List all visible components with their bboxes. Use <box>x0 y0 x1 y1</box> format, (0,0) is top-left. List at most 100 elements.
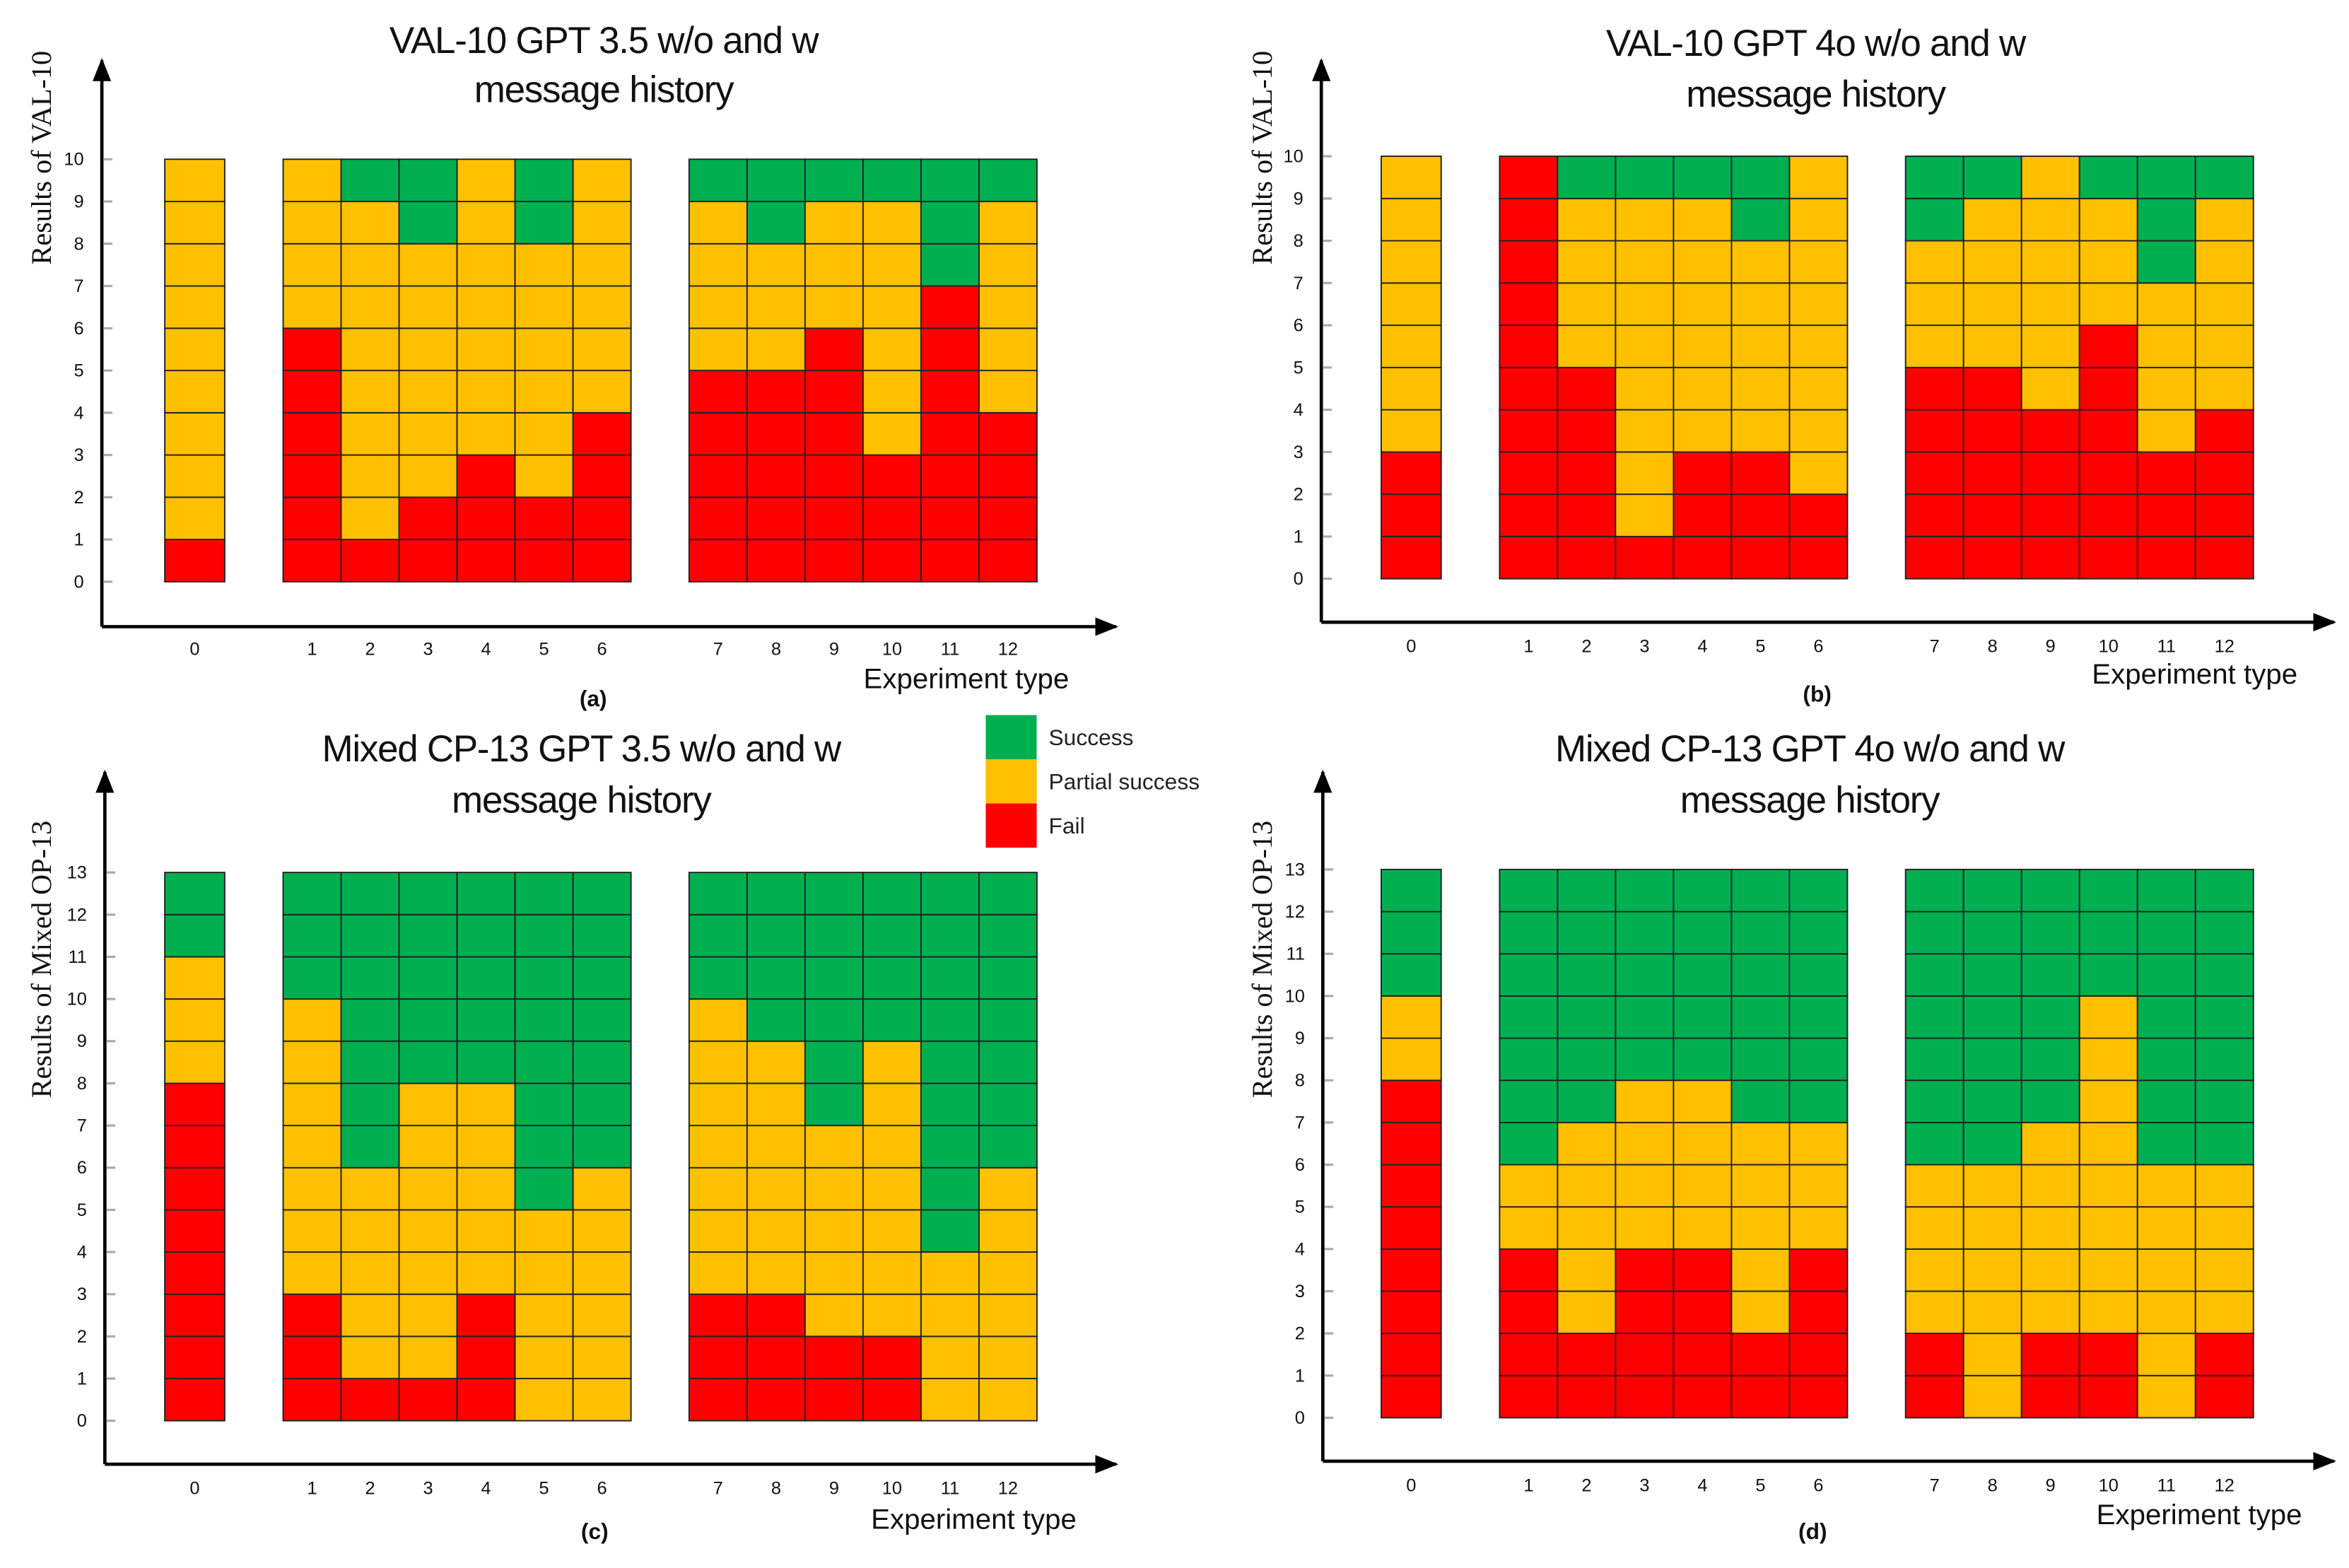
cell-fail-exp4 <box>456 454 516 498</box>
cell-success-exp1 <box>1499 953 1559 997</box>
cell-partial-success-exp3 <box>1615 409 1675 453</box>
cell-fail-exp2 <box>1557 1333 1617 1376</box>
y-tick-label: 0 <box>77 1411 87 1431</box>
cell-fail-exp12 <box>2194 493 2254 537</box>
y-tick-label: 1 <box>1295 1366 1305 1386</box>
cell-partial-success-exp7 <box>688 327 748 372</box>
x-tick-label: 6 <box>1813 1475 1823 1495</box>
cell-partial-success-exp3 <box>1615 366 1675 411</box>
cell-success-exp11 <box>2136 1037 2196 1082</box>
cell-success-exp2 <box>1557 995 1617 1039</box>
cell-fail-exp8 <box>746 539 806 583</box>
cell-partial-success-exp4 <box>1673 282 1733 327</box>
cell-fail-exp5 <box>514 496 574 541</box>
cell-partial-success-exp0 <box>164 285 225 329</box>
x-tick-label: 1 <box>1523 637 1533 657</box>
cell-partial-success-exp2 <box>340 327 400 372</box>
cell-partial-success-exp12 <box>978 1166 1038 1211</box>
cell-success-exp5 <box>1730 156 1791 199</box>
x-axis-label: Experiment type <box>871 1503 1077 1535</box>
cell-partial-success-exp10 <box>862 285 922 329</box>
cell-fail-exp11 <box>2136 535 2196 580</box>
cell-partial-success-exp6 <box>1788 282 1849 327</box>
cell-fail-exp0 <box>1381 451 1442 496</box>
cell-success-exp6 <box>1788 911 1849 955</box>
cell-partial-success-exp8 <box>746 1251 806 1295</box>
cell-success-exp9 <box>804 998 864 1042</box>
cell-partial-success-exp11 <box>2136 409 2196 453</box>
cell-partial-success-exp12 <box>978 1209 1038 1253</box>
cell-fail-exp10 <box>862 454 922 498</box>
cell-fail-exp6 <box>572 454 632 498</box>
x-tick-label: 5 <box>1755 1475 1765 1495</box>
cell-success-exp2 <box>340 158 400 202</box>
x-tick-label: 2 <box>1581 1475 1591 1495</box>
chart-panel-a: VAL-10 GPT 3.5 w/o and w message history R… <box>25 20 1119 711</box>
cell-success-exp5 <box>1730 868 1791 913</box>
cell-success-exp1 <box>282 913 342 958</box>
cell-success-exp4 <box>1673 953 1733 997</box>
y-tick-label: 4 <box>74 403 84 423</box>
cell-success-exp4 <box>1673 1037 1733 1082</box>
cell-fail-exp8 <box>746 370 806 414</box>
cell-fail-exp7 <box>1904 409 1964 453</box>
y-tick-label: 9 <box>1295 1029 1305 1048</box>
cell-fail-exp1 <box>1499 493 1559 537</box>
cell-fail-exp9 <box>804 411 864 456</box>
cell-success-exp11 <box>2136 868 2196 913</box>
cell-partial-success-exp11 <box>2136 324 2196 368</box>
x-tick-label: 8 <box>1988 1475 1998 1495</box>
cell-fail-exp3 <box>1615 535 1675 580</box>
y-tick-label: 10 <box>1285 986 1305 1006</box>
cell-fail-exp0 <box>164 539 225 583</box>
cell-fail-exp12 <box>978 411 1038 456</box>
y-tick-label: 0 <box>1295 1408 1305 1428</box>
x-tick-label: 7 <box>713 1479 723 1499</box>
cell-success-exp0 <box>164 913 225 958</box>
cell-partial-success-exp6 <box>572 1209 632 1253</box>
cell-partial-success-exp0 <box>1381 197 1442 242</box>
cell-success-exp12 <box>978 872 1038 915</box>
cell-fail-exp8 <box>746 1378 806 1422</box>
cell-success-exp5 <box>514 998 574 1042</box>
cell-success-exp8 <box>1962 911 2022 955</box>
cell-success-exp5 <box>514 1166 574 1211</box>
y-tick-label: 7 <box>77 1116 87 1136</box>
cell-success-exp8 <box>1962 868 2022 913</box>
cell-fail-exp5 <box>1730 535 1791 580</box>
cell-partial-success-exp12 <box>2194 197 2254 242</box>
cell-fail-exp9 <box>2020 409 2080 453</box>
y-tick-label: 5 <box>1294 358 1304 378</box>
cell-fail-exp2 <box>1557 451 1617 496</box>
cell-fail-exp4 <box>456 539 516 583</box>
cell-fail-exp3 <box>398 1378 458 1422</box>
cell-fail-exp2 <box>1557 1374 1617 1419</box>
cell-partial-success-exp12 <box>978 285 1038 329</box>
cell-partial-success-exp3 <box>1615 451 1675 496</box>
cell-partial-success-exp6 <box>1788 366 1849 411</box>
cell-partial-success-exp12 <box>2194 1290 2254 1335</box>
cell-fail-exp9 <box>2020 535 2080 580</box>
cell-success-exp1 <box>1499 1037 1559 1082</box>
cell-success-exp7 <box>688 872 748 915</box>
cell-fail-exp0 <box>1381 1164 1442 1208</box>
cell-partial-success-exp7 <box>688 201 748 245</box>
y-tick-label: 0 <box>1294 569 1304 589</box>
cell-partial-success-exp0 <box>164 1040 225 1084</box>
cell-success-exp11 <box>2136 995 2196 1039</box>
cell-partial-success-exp3 <box>398 242 458 287</box>
cell-success-exp5 <box>514 201 574 245</box>
cell-partial-success-exp8 <box>1962 1164 2022 1208</box>
cell-fail-exp9 <box>2020 1374 2080 1419</box>
cell-partial-success-exp3 <box>398 370 458 414</box>
cell-fail-exp0 <box>1381 493 1442 537</box>
cell-success-exp5 <box>1730 995 1791 1039</box>
y-tick-label: 3 <box>1294 443 1304 462</box>
y-tick-label: 7 <box>1295 1113 1305 1133</box>
cell-success-exp7 <box>1904 911 1964 955</box>
cell-success-exp1 <box>1499 1121 1559 1166</box>
cell-success-exp8 <box>746 956 806 1000</box>
cell-success-exp9 <box>2020 911 2080 955</box>
y-tick-label: 8 <box>1295 1071 1305 1091</box>
